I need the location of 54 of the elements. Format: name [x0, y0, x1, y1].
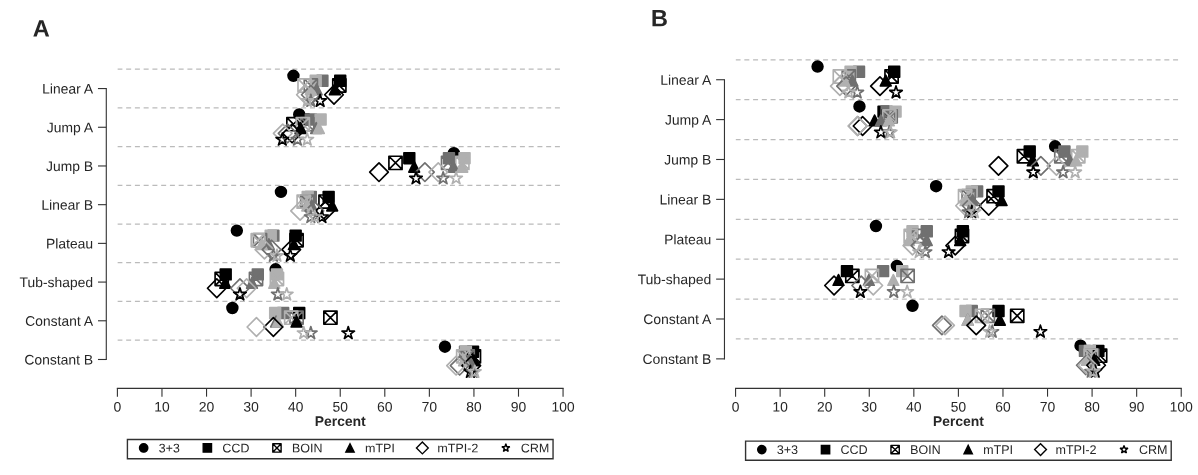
y-tick-label: Linear A	[661, 74, 712, 85]
y-tick-label: Linear B	[660, 194, 711, 205]
x-tick-label: 50	[333, 401, 348, 412]
y-tick-label: Jump B	[46, 161, 93, 174]
x-tick-label: 30	[862, 401, 877, 412]
y-tick-label: Tub-shaped	[19, 277, 93, 290]
x-tick-label: 90	[1129, 401, 1144, 412]
y-tick-label: Jump A	[47, 122, 94, 136]
legend-label: mTPI-2	[1056, 445, 1096, 454]
legend-label: CCD	[841, 445, 868, 455]
y-tick-label: Jump B	[664, 154, 711, 168]
x-tick-label: 60	[377, 401, 392, 412]
x-tick-label: 0	[732, 401, 739, 412]
x-tick-label: 40	[906, 401, 922, 412]
x-axis-title: Percent	[315, 416, 366, 427]
y-tick-label: Tub-shaped	[637, 274, 711, 288]
x-tick-label: 80	[466, 401, 482, 412]
legend-label: mTPI	[365, 443, 394, 453]
x-tick-label: 80	[1084, 401, 1100, 412]
x-axis-title: Percent	[933, 416, 984, 427]
y-tick-label: Linear A	[43, 83, 94, 94]
y-tick-label: Plateau	[47, 238, 93, 249]
legend-label: 3+3	[777, 445, 798, 455]
y-tick-label: Constant A	[25, 316, 94, 326]
x-tick-label: 40	[288, 401, 303, 412]
legend-label: CCD	[223, 443, 249, 453]
y-tick-label: Plateau	[665, 234, 711, 245]
chart-title: B	[652, 10, 667, 27]
legend-label: BOIN	[911, 445, 940, 455]
y-tick-label: Jump A	[665, 115, 712, 128]
chart-title: A	[33, 20, 50, 37]
x-tick-label: 60	[995, 401, 1011, 412]
legend-label: CRM	[1139, 445, 1167, 455]
legend-label: BOIN	[292, 443, 322, 453]
legend-label: CRM	[521, 443, 549, 453]
x-tick-label: 100	[552, 401, 575, 412]
x-tick-label: 0	[114, 401, 121, 412]
x-tick-label: 10	[773, 401, 788, 412]
x-tick-label: 70	[422, 401, 437, 412]
y-tick-label: Linear B	[42, 199, 93, 210]
legend-label: 3+3	[159, 443, 180, 453]
x-tick-label: 30	[243, 401, 259, 412]
x-tick-label: 90	[511, 401, 526, 412]
y-tick-label: Constant B	[643, 354, 711, 365]
legend-label: mTPI-2	[438, 443, 478, 453]
x-tick-label: 20	[817, 401, 832, 412]
y-tick-label: Constant A	[644, 314, 712, 325]
x-tick-label: 10	[155, 401, 170, 412]
x-tick-label: 100	[1170, 401, 1193, 412]
x-tick-label: 50	[951, 401, 966, 412]
x-tick-label: 70	[1040, 401, 1055, 412]
x-tick-label: 20	[199, 401, 214, 412]
legend-label: mTPI	[984, 445, 1012, 454]
y-tick-label: Constant B	[25, 354, 93, 365]
